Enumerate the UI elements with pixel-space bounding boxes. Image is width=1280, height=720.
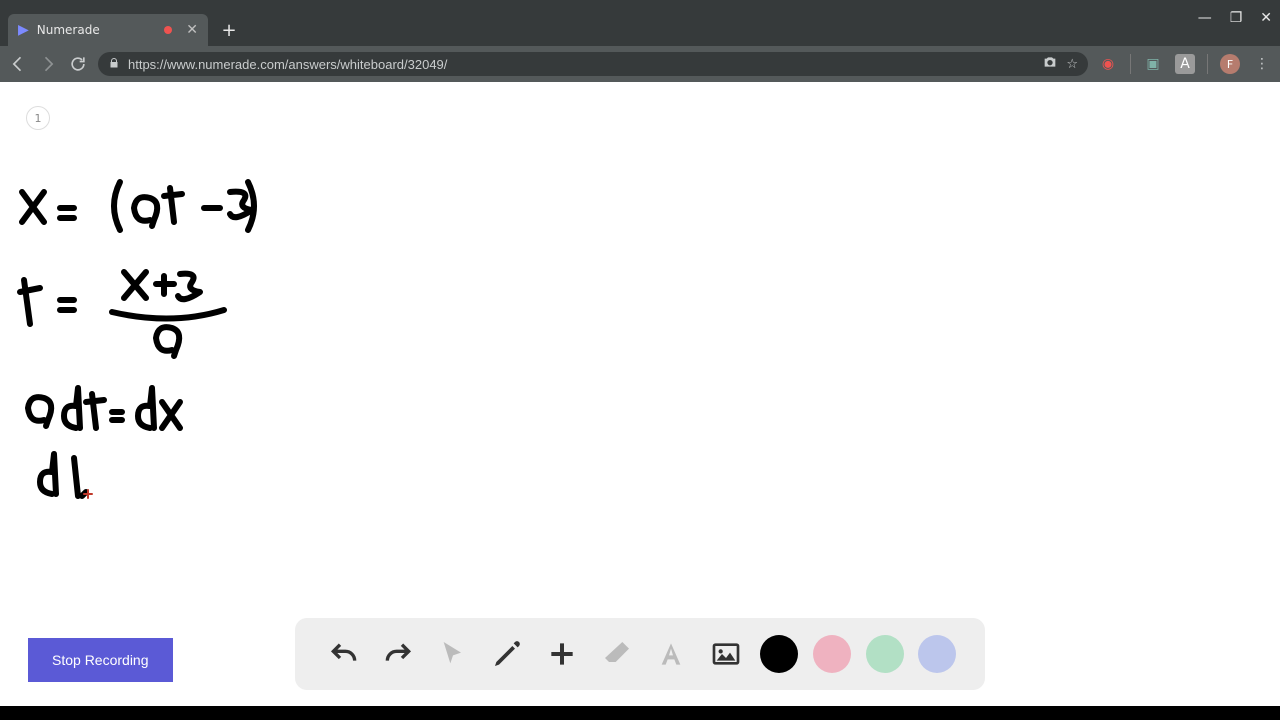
page-content: 1 — [0, 82, 1280, 706]
pencil-icon[interactable] — [487, 634, 527, 674]
lock-icon — [108, 57, 120, 72]
nav-reload-icon[interactable] — [68, 54, 88, 74]
window-minimize-icon[interactable]: — — [1198, 10, 1212, 26]
whiteboard-canvas[interactable] — [0, 82, 1280, 706]
browser-titlebar: ▶ Numerade ✕ + — ❐ ✕ — [0, 0, 1280, 46]
toolbar-extensions: ◉ ▣ A F ⋮ — [1098, 54, 1272, 74]
tab-close-icon[interactable]: ✕ — [186, 22, 198, 38]
recording-indicator-icon — [164, 26, 172, 34]
color-swatch-pink[interactable] — [813, 635, 851, 673]
color-swatch-black[interactable] — [760, 635, 798, 673]
eraser-icon[interactable] — [597, 634, 637, 674]
tab-title: Numerade — [37, 23, 100, 37]
window-controls: — ❐ ✕ — [1198, 10, 1272, 26]
toolbar-divider — [1130, 54, 1131, 74]
toolbar-divider — [1207, 54, 1208, 74]
window-restore-icon[interactable]: ❐ — [1230, 10, 1243, 26]
star-icon[interactable]: ☆ — [1066, 57, 1078, 72]
add-icon[interactable] — [542, 634, 582, 674]
ext-icon-2[interactable]: ▣ — [1143, 54, 1163, 74]
browser-tab[interactable]: ▶ Numerade ✕ — [8, 14, 208, 46]
url-input[interactable] — [128, 57, 1034, 72]
handwriting-svg — [0, 82, 1280, 706]
ext-icon-1[interactable]: ◉ — [1098, 54, 1118, 74]
profile-avatar[interactable]: F — [1220, 54, 1240, 74]
new-tab-button[interactable]: + — [216, 17, 242, 43]
ext-icon-3[interactable]: A — [1175, 54, 1195, 74]
pointer-icon[interactable] — [433, 634, 473, 674]
stop-recording-button[interactable]: Stop Recording — [28, 638, 173, 682]
browser-toolbar: ☆ ◉ ▣ A F ⋮ — [0, 46, 1280, 82]
nav-forward-icon[interactable] — [38, 54, 58, 74]
text-icon[interactable] — [651, 634, 691, 674]
color-swatch-green[interactable] — [866, 635, 904, 673]
kebab-menu-icon[interactable]: ⋮ — [1252, 54, 1272, 74]
undo-icon[interactable] — [324, 634, 364, 674]
window-close-icon[interactable]: ✕ — [1260, 10, 1272, 26]
bottom-letterbox — [0, 706, 1280, 720]
tab-favicon: ▶ — [18, 22, 29, 38]
nav-back-icon[interactable] — [8, 54, 28, 74]
camera-icon[interactable] — [1042, 54, 1058, 74]
redo-icon[interactable] — [378, 634, 418, 674]
color-swatch-blue[interactable] — [918, 635, 956, 673]
image-icon[interactable] — [706, 634, 746, 674]
address-bar[interactable]: ☆ — [98, 52, 1088, 76]
whiteboard-toolbar — [295, 618, 985, 690]
